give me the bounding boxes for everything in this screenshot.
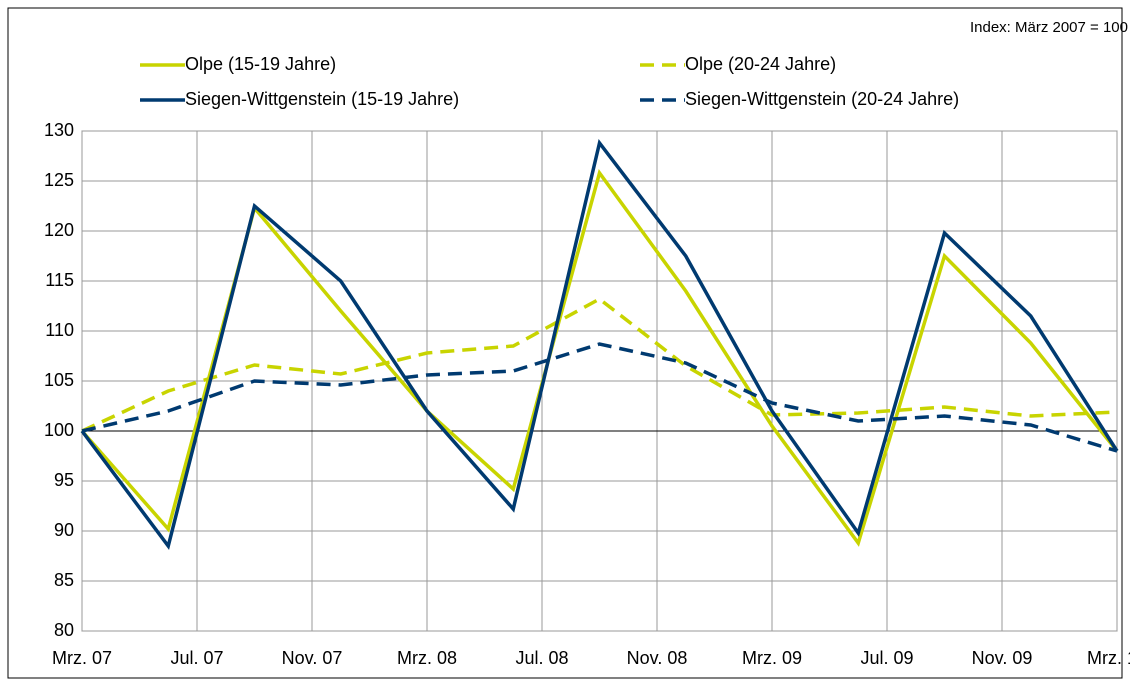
y-tick-label: 120: [44, 220, 74, 240]
annotation: Index: März 2007 = 100: [970, 19, 1128, 36]
y-tick-label: 90: [54, 520, 74, 540]
x-tick-label: Jul. 08: [515, 648, 568, 668]
x-tick-label: Nov. 08: [627, 648, 688, 668]
y-tick-label: 130: [44, 120, 74, 140]
y-tick-label: 115: [45, 270, 74, 290]
chart-frame: [7, 7, 1123, 679]
y-tick-label: 95: [54, 470, 74, 490]
series-line: [81, 342, 1118, 453]
y-tick-label: 105: [44, 370, 74, 390]
x-tick-label: Jul. 09: [860, 648, 913, 668]
x-tick-label: Nov. 07: [282, 648, 343, 668]
legend-label: Olpe (20-24 Jahre): [685, 54, 836, 74]
y-tick-label: 80: [54, 620, 74, 640]
series-line: [81, 296, 1118, 433]
series-line: [80, 138, 1119, 550]
x-tick-label: Mrz. 07: [52, 648, 112, 668]
legend-label: Siegen-Wittgenstein (20-24 Jahre): [685, 89, 959, 109]
y-tick-label: 100: [44, 420, 74, 440]
x-tick-label: Mrz. 09: [742, 648, 802, 668]
x-tick-label: Jul. 07: [170, 648, 223, 668]
y-tick-label: 85: [54, 570, 74, 590]
y-tick-label: 110: [45, 320, 74, 340]
x-tick-label: Nov. 09: [972, 648, 1033, 668]
y-tick-label: 125: [44, 170, 74, 190]
legend-label: Olpe (15-19 Jahre): [185, 54, 336, 74]
x-tick-label: Mrz. 08: [397, 648, 457, 668]
x-tick-label: Mrz. 10: [1087, 648, 1130, 668]
legend-label: Siegen-Wittgenstein (15-19 Jahre): [185, 89, 459, 109]
series-line: [80, 169, 1119, 547]
